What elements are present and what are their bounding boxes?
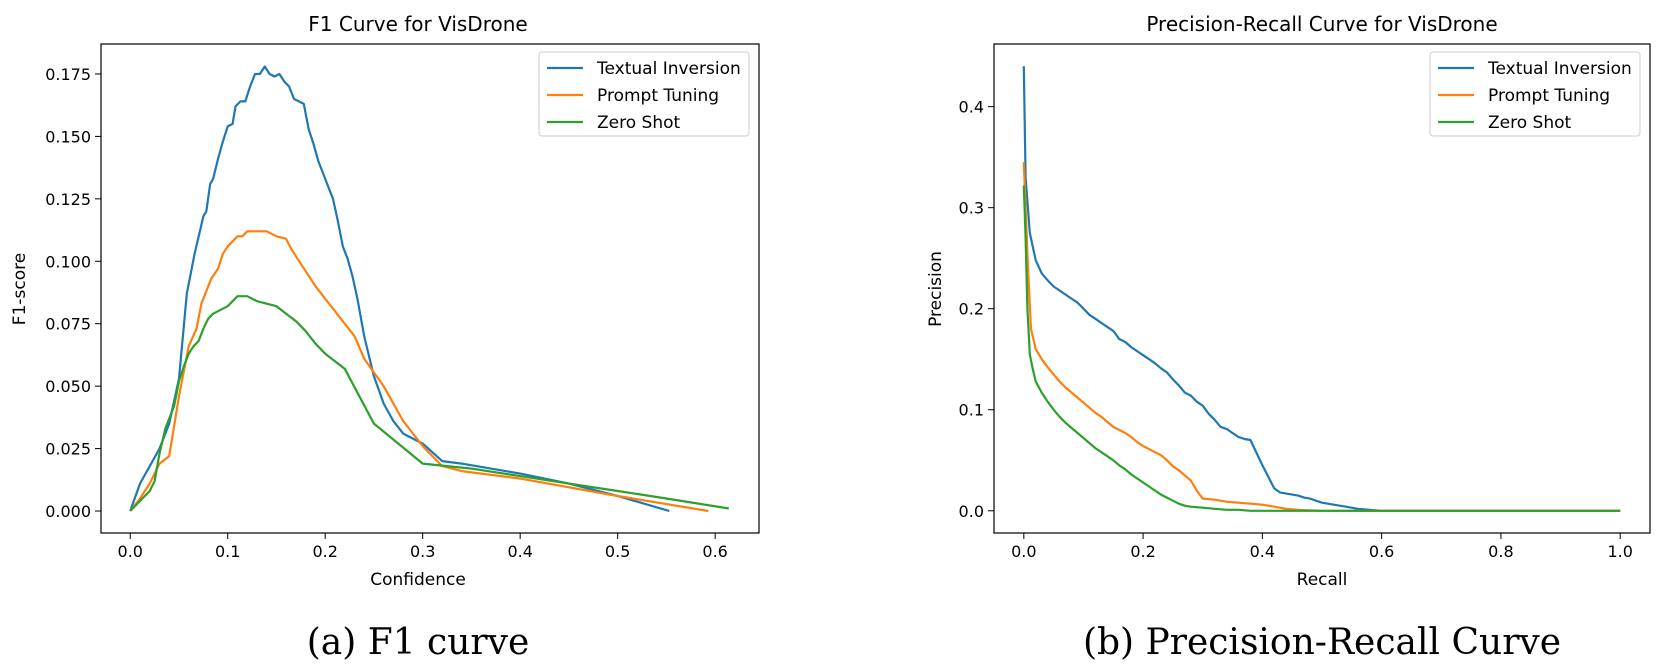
plot-lines	[1022, 66, 1621, 512]
precision-recall-chart: Precision-Recall Curve for VisDrone Reca…	[926, 12, 1651, 590]
x-tick-label: 0.1	[215, 542, 240, 561]
series-line-prompt-tuning	[1022, 162, 1621, 512]
legend-label-zero-shot: Zero Shot	[1488, 113, 1571, 133]
legend-box	[538, 51, 750, 137]
y-tick-label: 0.3	[959, 199, 984, 218]
x-tick-label: 0.2	[312, 542, 337, 561]
plot-frame	[993, 43, 1651, 534]
legend: Textual Inversion Prompt Tuning Zero Shot	[538, 51, 750, 137]
x-tick-label: 0.0	[1011, 542, 1036, 561]
x-tick-label: 0.0	[118, 542, 143, 561]
series-line-textual-inversion	[1022, 66, 1621, 512]
x-tick-label: 0.6	[702, 542, 727, 561]
caption-f1-curve: (a) F1 curve	[306, 622, 530, 663]
y-tick-label: 0.025	[45, 440, 91, 459]
y-tick-label: 0.050	[45, 377, 91, 396]
legend: Textual Inversion Prompt Tuning Zero Shot	[1429, 51, 1641, 137]
series-line-zero-shot	[129, 295, 729, 512]
x-tick-label: 0.5	[605, 542, 630, 561]
plot-lines	[129, 65, 729, 513]
x-tick-label: 0.3	[410, 542, 435, 561]
legend-label-textual-inversion: Textual Inversion	[1487, 59, 1632, 79]
x-axis-label: Confidence	[370, 570, 466, 590]
x-tick-label: 0.4	[1250, 542, 1275, 561]
y-axis-label: F1-score	[10, 253, 30, 325]
y-tick-label: 0.4	[959, 98, 984, 117]
y-tick-label: 0.175	[45, 65, 91, 84]
y-tick-label: 0.075	[45, 315, 91, 334]
series-line-prompt-tuning	[129, 230, 709, 513]
y-tick-label: 0.100	[45, 252, 91, 271]
y-tick-label: 0.2	[959, 300, 984, 319]
chart-title: F1 Curve for VisDrone	[308, 12, 527, 36]
y-tick-label: 0.125	[45, 190, 91, 209]
legend-box	[1429, 51, 1641, 137]
x-tick-label: 0.4	[507, 542, 532, 561]
x-tick-label: 0.2	[1130, 542, 1155, 561]
y-tick-label: 0.000	[45, 502, 91, 521]
legend-label-prompt-tuning: Prompt Tuning	[1488, 86, 1610, 106]
y-tick-label: 0.150	[45, 127, 91, 146]
legend-label-textual-inversion: Textual Inversion	[596, 59, 741, 79]
series-line-textual-inversion	[129, 65, 670, 513]
axis-ticks: 0.0 0.2 0.4 0.6 0.8 1.0 0.0 0.1 0.2 0.3 0.4	[959, 98, 1633, 561]
chart-title: Precision-Recall Curve for VisDrone	[1146, 12, 1497, 36]
x-tick-label: 0.8	[1488, 542, 1513, 561]
y-tick-label: 0.1	[959, 401, 984, 420]
series-line-zero-shot	[1022, 185, 1621, 512]
plot-frame	[100, 43, 760, 534]
caption-precision-recall: (b) Precision-Recall Curve	[1082, 622, 1562, 663]
f1-curve-chart: F1 Curve for VisDrone Confidence F1-scor…	[10, 12, 760, 590]
y-tick-label: 0.0	[959, 502, 984, 521]
legend-label-zero-shot: Zero Shot	[597, 113, 680, 133]
legend-label-prompt-tuning: Prompt Tuning	[597, 86, 719, 106]
axis-ticks: 0.0 0.1 0.2 0.3 0.4 0.5 0.6 0.000 0.025 0.050 0.07…	[45, 65, 728, 561]
y-axis-label: Precision	[926, 251, 946, 327]
x-tick-label: 1.0	[1607, 542, 1632, 561]
x-axis-label: Recall	[1297, 570, 1348, 590]
x-tick-label: 0.6	[1369, 542, 1394, 561]
